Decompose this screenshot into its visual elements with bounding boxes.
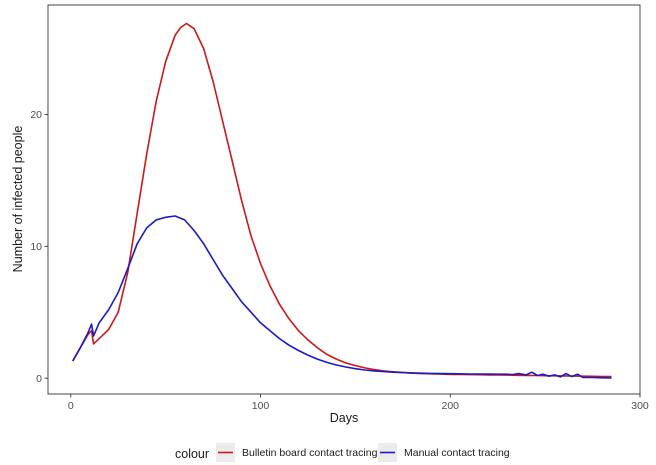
legend-label-bulletin-board: Bulletin board contact tracing (242, 447, 378, 459)
x-tick-label-200: 200 (441, 400, 459, 412)
plot-panel (47, 4, 641, 395)
y-tick-label-20: 20 (30, 109, 42, 121)
x-axis: 0 100 200 300 (68, 394, 649, 412)
x-tick-label-100: 100 (252, 400, 270, 412)
legend: colour Bulletin board contact tracing Ma… (175, 443, 510, 462)
y-tick-label-10: 10 (30, 241, 42, 253)
y-tick-label-0: 0 (36, 373, 42, 385)
y-axis: 0 10 20 (30, 109, 48, 385)
series-layer (72, 22, 612, 379)
legend-label-manual: Manual contact tracing (404, 447, 510, 459)
x-axis-title: Days (330, 411, 358, 425)
x-tick-label-300: 300 (631, 400, 649, 412)
series-line-bulletin-board (72, 22, 612, 378)
series-line-manual (72, 215, 612, 379)
y-axis-title: Number of infected people (11, 126, 25, 273)
legend-title: colour (175, 447, 209, 461)
x-tick-label-0: 0 (68, 400, 74, 412)
